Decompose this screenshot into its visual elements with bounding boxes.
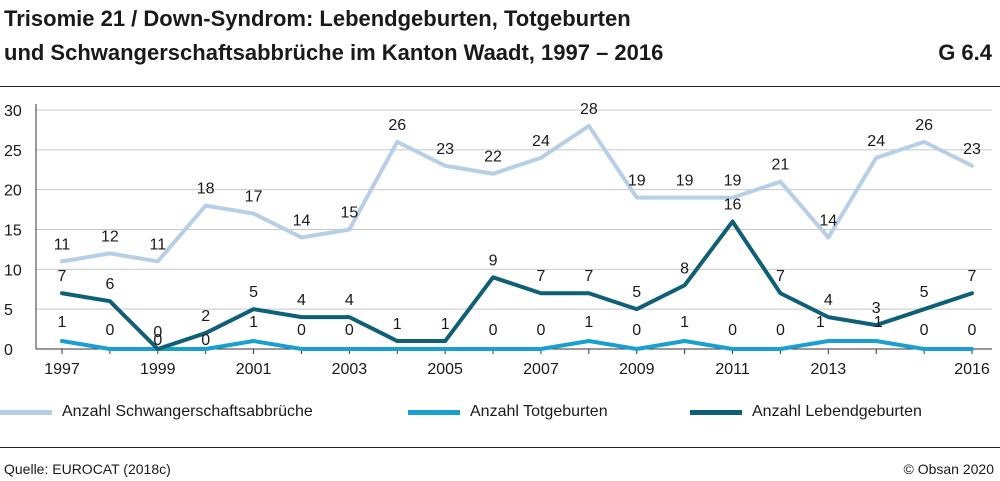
data-label: 18 [197, 181, 215, 198]
y-tick-label: 20 [4, 183, 22, 200]
data-label: 1 [393, 316, 402, 333]
data-label: 3 [872, 300, 881, 317]
top-divider [0, 86, 1000, 87]
data-label: 4 [297, 292, 306, 309]
gridlines [36, 109, 992, 310]
x-tick-label: 2009 [619, 361, 655, 378]
data-label: 0 [153, 332, 162, 349]
legend-swatch [0, 410, 52, 415]
y-tick-label: 0 [4, 342, 13, 359]
data-label: 19 [724, 173, 742, 190]
y-tick-label: 15 [4, 223, 22, 240]
x-tick-label: 2007 [523, 361, 559, 378]
data-label: 16 [724, 197, 742, 214]
x-tick-label: 2013 [811, 361, 847, 378]
data-label: 0 [105, 322, 114, 339]
data-label: 1 [58, 314, 67, 331]
data-label: 7 [58, 268, 67, 285]
data-label: 5 [920, 284, 929, 301]
data-label: 0 [297, 322, 306, 339]
x-tick-label: 2005 [427, 361, 463, 378]
y-tick-label: 25 [4, 143, 22, 160]
data-label: 24 [867, 133, 885, 150]
data-label: 11 [54, 236, 71, 253]
data-label: 26 [915, 117, 933, 134]
data-label: 1 [249, 314, 258, 331]
data-label: 0 [920, 322, 929, 339]
data-label: 4 [824, 292, 833, 309]
data-label: 19 [676, 173, 694, 190]
data-label: 6 [105, 276, 114, 293]
legend-label: Anzahl Lebendgeburten [752, 403, 922, 420]
x-tick-label: 2003 [332, 361, 368, 378]
x-tick-label: 1999 [140, 361, 176, 378]
series-line-1 [60, 339, 974, 351]
y-tick-label: 10 [4, 262, 22, 279]
data-label: 2 [201, 308, 210, 325]
data-label: 17 [245, 189, 263, 206]
data-label: 14 [293, 212, 311, 229]
series-line-0 [60, 123, 974, 264]
data-label: 0 [536, 322, 545, 339]
data-label: 1 [680, 314, 689, 331]
series-line-2 [60, 219, 974, 351]
data-label: 7 [776, 268, 785, 285]
legend-swatch [408, 410, 460, 415]
data-label: 26 [388, 117, 406, 134]
data-label: 23 [963, 141, 981, 158]
copyright-note: © Obsan 2020 [903, 461, 995, 477]
bottom-divider [0, 447, 1000, 448]
data-label: 5 [632, 284, 641, 301]
data-label: 0 [489, 322, 498, 339]
data-label: 0 [201, 332, 210, 349]
chart-title-line-1: Trisomie 21 / Down-Syndrom: Lebendgeburt… [4, 6, 631, 31]
chart-title-line-2: und Schwangerschaftsabbrüche im Kanton W… [4, 40, 664, 65]
data-label: 11 [149, 236, 166, 253]
data-label: 0 [728, 322, 737, 339]
x-tick-label: 2011 [715, 361, 750, 378]
data-label: 28 [580, 101, 598, 118]
legend-label: Anzahl Schwangerschaftsabbrüche [62, 403, 313, 420]
series-lines [60, 123, 974, 351]
data-label: 7 [584, 268, 593, 285]
y-tick-label: 5 [4, 302, 13, 319]
data-label: 1 [816, 314, 825, 331]
data-label: 1 [874, 314, 883, 331]
data-label: 7 [968, 268, 977, 285]
data-label: 15 [340, 205, 358, 222]
data-label: 23 [436, 141, 454, 158]
data-label: 22 [484, 149, 502, 166]
data-label: 0 [153, 324, 162, 341]
data-label: 19 [628, 173, 646, 190]
data-label: 14 [819, 212, 837, 229]
data-label: 8 [680, 260, 689, 277]
figure-number: G 6.4 [938, 40, 992, 65]
data-label: 0 [968, 322, 977, 339]
data-label: 21 [772, 157, 790, 174]
x-tick-label: 2016 [954, 361, 990, 378]
data-label: 5 [249, 284, 258, 301]
data-label: 9 [489, 252, 498, 269]
data-label: 1 [584, 314, 593, 331]
data-label: 12 [101, 228, 119, 245]
x-tick-label: 1997 [44, 361, 80, 378]
source-note: Quelle: EUROCAT (2018c) [4, 461, 171, 477]
data-label: 7 [536, 268, 545, 285]
data-label: 0 [632, 322, 641, 339]
data-label: 4 [345, 292, 354, 309]
data-label: 1 [441, 316, 450, 333]
x-tick-label: 2001 [236, 361, 272, 378]
data-label: 0 [776, 322, 785, 339]
legend-label: Anzahl Totgeburten [470, 403, 608, 420]
data-label: 0 [345, 322, 354, 339]
data-label: 24 [532, 133, 550, 150]
y-tick-label: 30 [4, 103, 22, 120]
legend-swatch [690, 410, 742, 415]
